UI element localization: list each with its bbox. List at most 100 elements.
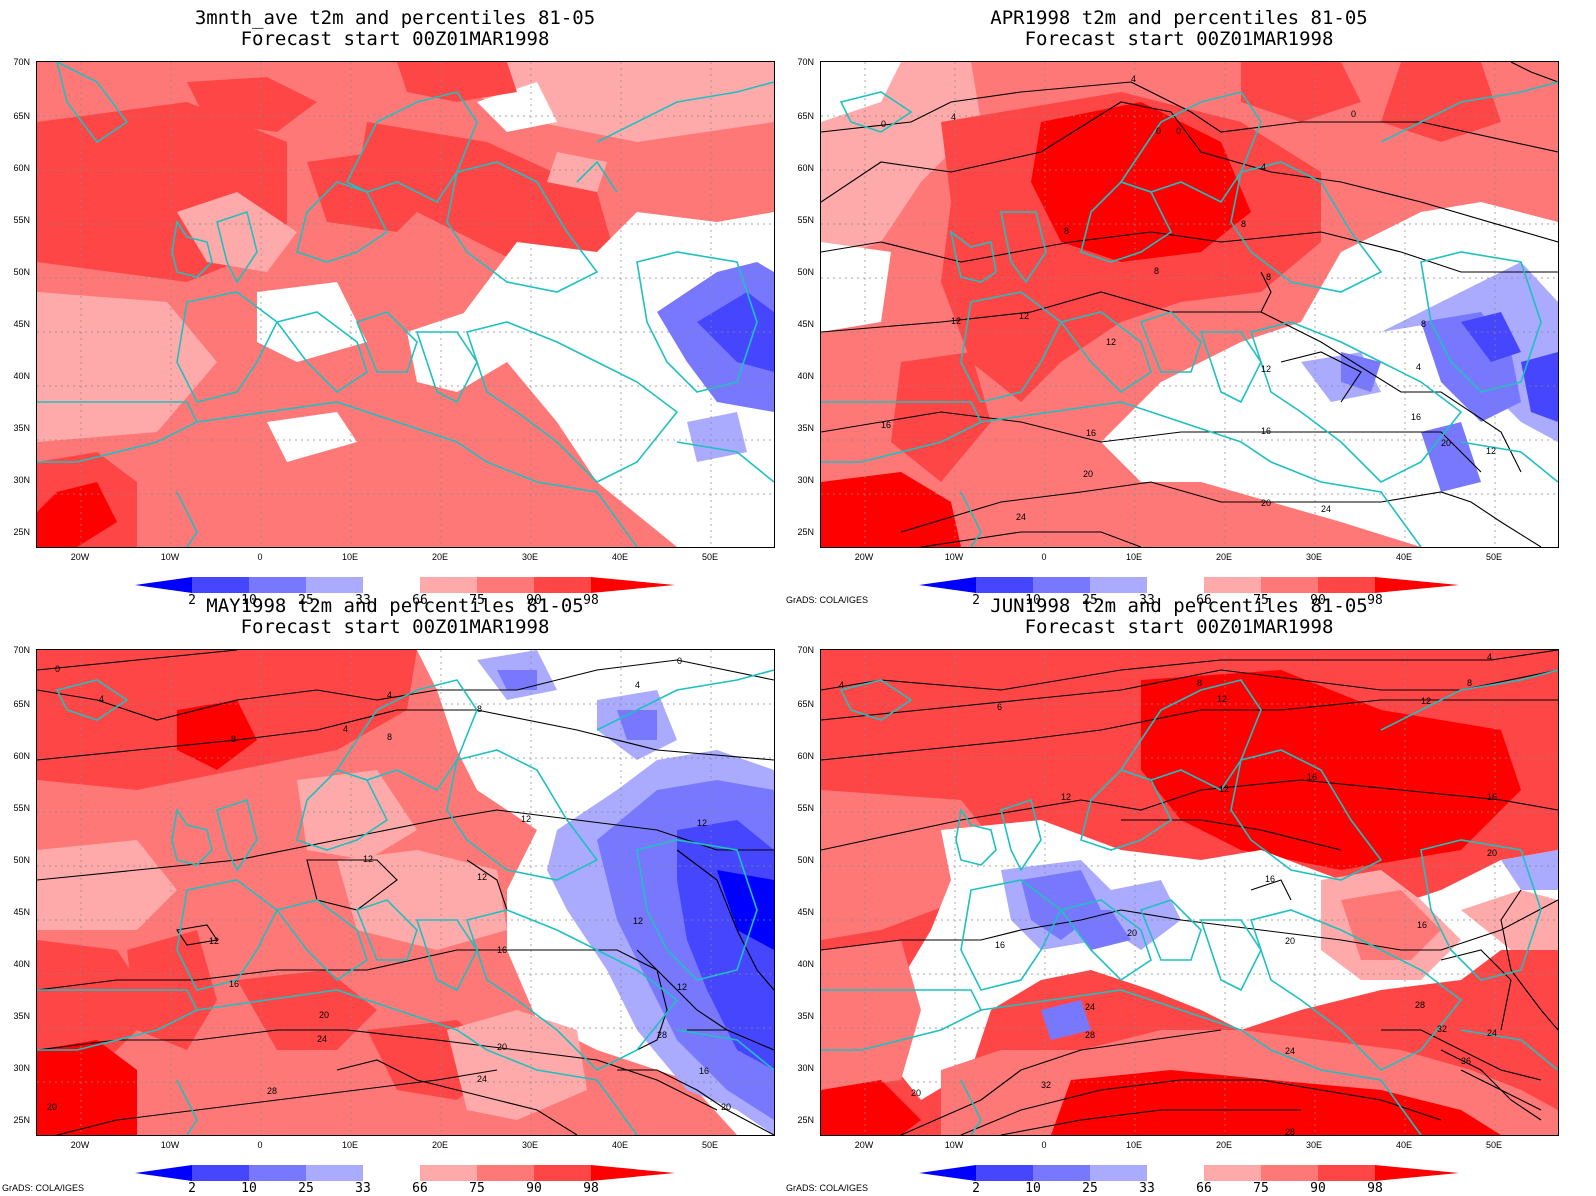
contour-label: 0 [1176,126,1181,136]
lon-label: 30E [1305,1140,1322,1150]
lat-label: 25N [797,527,814,537]
contour-label: 8 [1197,678,1202,688]
panel-title-line2: Forecast start 00Z01MAR1998 [240,616,550,638]
percentile-shading-map: 4 6 8 12 12 4 8 12 16 16 12 16 20 16 20 … [821,650,1558,1135]
lat-label: 60N [797,751,814,761]
contour-label: 12 [697,818,707,828]
contour-label: 4 [1416,362,1421,372]
lon-label: 20E [431,552,448,562]
colorbar-tick: 2 [972,1181,980,1196]
contour-label: 20 [1083,469,1093,479]
contour-label: 12 [1486,446,1496,456]
contour-label: 16 [1086,428,1096,438]
lat-label: 30N [797,475,814,485]
contour-label: 8 [1467,678,1472,688]
contour-label: 12 [1019,311,1029,321]
lat-label: 50N [13,855,30,865]
colorbar-tick: 66 [1196,1181,1212,1196]
lon-label: 0 [1041,552,1047,562]
grads-credit: GrADS: COLA/IGES [786,595,869,605]
contour-label: 4 [1261,162,1266,172]
contour-label: 20 [911,1088,921,1098]
contour-label: 12 [1217,694,1227,704]
contour-label: 20 [1261,498,1271,508]
contour-label: 4 [1487,652,1492,662]
colorbar-tick: 98 [1367,1181,1383,1196]
lat-label: 30N [797,1063,814,1073]
lon-label: 10E [341,552,358,562]
colorbar-tick: 10 [241,1181,257,1196]
colorbar: 2 10 25 33 66 75 90 98 [919,577,1459,608]
contour-label: 24 [1487,1028,1497,1038]
contour-label: 16 [995,940,1005,950]
contour-label: 6 [997,702,1002,712]
contour-label: 32 [1437,1024,1447,1034]
colorbar-tick: 98 [583,1181,599,1196]
colorbar-tick: 25 [298,1181,314,1196]
lon-label: 20W [854,1140,874,1150]
contour-label: 16 [1411,412,1421,422]
contour-label: 12 [1421,696,1431,706]
lon-label: 40E [611,1140,628,1150]
lat-label: 55N [13,215,30,225]
panel-3mnth: 3mnth_ave t2m and percentiles 81-05 Fore… [0,0,790,608]
contour-label: 0 [1351,109,1356,119]
map-area [36,61,775,548]
lat-label: 65N [13,699,30,709]
colorbar-tick: 66 [412,1181,428,1196]
contour-label: 24 [317,1034,327,1044]
colorbar-tick: 75 [469,1181,485,1196]
panel-title-line2: Forecast start 00Z01MAR1998 [240,28,550,50]
colorbar-tick: 25 [1082,593,1098,608]
panel-may1998: MAY1998 t2m and percentiles 81-05 Foreca… [0,588,790,1196]
lat-label: 25N [13,527,30,537]
contour-label: 12 [633,916,643,926]
percentile-shading-map: 0 4 4 8 4 8 0 4 8 12 12 12 12 12 16 16 1… [37,650,774,1135]
lat-label: 70N [797,645,814,655]
lat-label: 45N [797,907,814,917]
contour-label: 8 [1154,266,1159,276]
lat-label: 50N [797,267,814,277]
colorbar-tick: 10 [1025,1181,1041,1196]
contour-label: 4 [387,690,392,700]
contour-label: 20 [319,1010,329,1020]
contour-label: 4 [839,680,844,690]
contour-label: 24 [1085,1002,1095,1012]
colorbar-tick: 66 [1196,593,1212,608]
lat-label: 40N [13,371,30,381]
contour-label: 24 [1321,504,1331,514]
lon-label: 0 [257,552,263,562]
lon-label: 40E [1395,1140,1412,1150]
lat-label: 70N [13,57,30,67]
lon-label: 20W [70,552,90,562]
colorbar-tick: 33 [1139,593,1155,608]
contour-label: 12 [1061,792,1071,802]
contour-label: 8 [231,734,236,744]
panel-title-line1: MAY1998 t2m and percentiles 81-05 [206,595,584,617]
contour-label: 28 [1415,1000,1425,1010]
colorbar-tick: 90 [1310,593,1326,608]
contour-label: 12 [1261,364,1271,374]
contour-label: 20 [1127,928,1137,938]
lon-label: 40E [1395,552,1412,562]
colorbar-tick: 33 [355,1181,371,1196]
panel-title-line2: Forecast start 00Z01MAR1998 [1024,616,1334,638]
contour-label: 12 [1106,337,1116,347]
contour-label: 24 [1016,512,1026,522]
contour-label: 12 [521,814,531,824]
contour-label: 16 [1307,772,1317,782]
map-area: 4 0 4 0 0 0 4 8 8 8 8 8 12 12 12 12 16 1… [820,61,1559,548]
lat-label: 35N [13,1011,30,1021]
lon-label: 10W [160,552,180,562]
lon-label: 50E [1485,552,1502,562]
contour-label: 12 [477,872,487,882]
colorbar: 2 10 25 33 66 75 90 98 [919,1165,1459,1196]
contour-label: 24 [1285,1046,1295,1056]
contour-label: 28 [657,1030,667,1040]
contour-label: 16 [1261,426,1271,436]
lon-label: 30E [521,1140,538,1150]
lon-label: 10E [1125,1140,1142,1150]
panel-title-line1: JUN1998 t2m and percentiles 81-05 [990,595,1368,617]
contour-label: 36 [1461,1056,1471,1066]
colorbar: 2 10 25 33 66 75 90 98 [135,577,675,608]
